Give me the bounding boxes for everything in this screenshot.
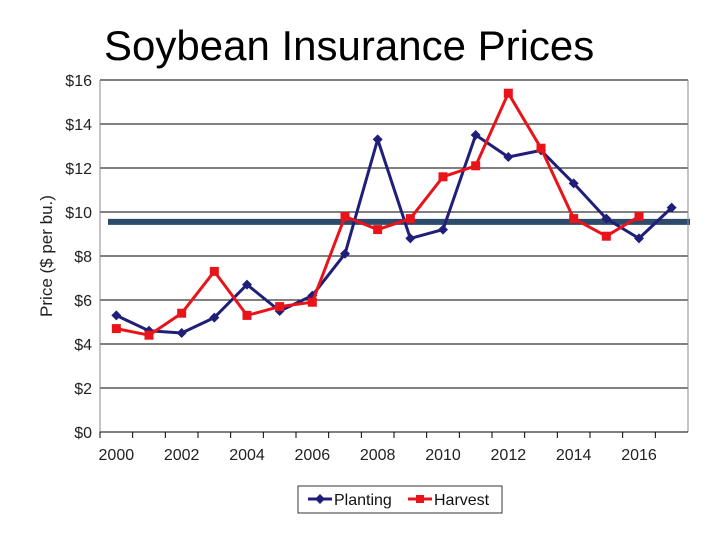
harvest-point xyxy=(340,211,350,221)
planting-point xyxy=(666,202,677,213)
harvest-point xyxy=(601,231,611,241)
x-tick-label: 2002 xyxy=(164,447,200,464)
legend-planting-label: Planting xyxy=(334,492,392,509)
legend-harvest-label: Harvest xyxy=(434,492,490,509)
x-tick-label: 2000 xyxy=(99,447,135,464)
harvest-series xyxy=(111,88,644,340)
planting-point xyxy=(176,328,187,338)
planting-point xyxy=(405,233,416,244)
y-tick-label: $10 xyxy=(65,205,92,222)
grid-lines xyxy=(100,79,688,433)
harvest-point xyxy=(144,330,154,340)
planting-point xyxy=(242,279,252,290)
x-tick-label: 2016 xyxy=(621,447,657,464)
harvest-point xyxy=(438,172,448,182)
harvest-point xyxy=(471,161,481,171)
legend-planting-marker xyxy=(315,494,325,504)
harvest-point xyxy=(373,225,383,235)
planting-point xyxy=(568,178,579,189)
axes xyxy=(99,80,689,438)
legend: Planting Harvest xyxy=(297,485,503,514)
harvest-point xyxy=(111,324,121,334)
x-tick-label: 2006 xyxy=(295,447,331,464)
planting-point xyxy=(209,312,220,323)
y-tick-label: $14 xyxy=(65,117,92,134)
harvest-line xyxy=(116,91,640,337)
harvest-point xyxy=(405,214,415,224)
page-title: Soybean Insurance Prices xyxy=(104,22,595,69)
planting-line xyxy=(115,133,673,335)
planting-point xyxy=(503,152,514,162)
y-tick-label: $4 xyxy=(74,337,92,354)
x-tick-label: 2014 xyxy=(556,447,592,464)
harvest-point xyxy=(634,211,644,221)
planting-point xyxy=(372,134,383,145)
x-tick-label: 2012 xyxy=(491,447,527,464)
planting-point xyxy=(340,248,350,259)
harvest-point xyxy=(569,214,579,224)
harvest-point xyxy=(209,266,219,276)
planting-series xyxy=(111,130,677,338)
y-tick-label: $0 xyxy=(74,425,92,442)
planting-point xyxy=(634,233,644,244)
series-layer xyxy=(111,88,677,340)
tick-labels: $0 $2 $4 $6 $8 $10 $12 $14 $16 2000 2002 2004 2006 20… xyxy=(65,73,657,464)
y-axis-title: Price ($ per bu.) xyxy=(37,195,56,317)
x-tick-label: 2010 xyxy=(425,447,461,464)
harvest-point xyxy=(242,310,252,320)
planting-point xyxy=(601,213,612,224)
x-tick-label: 2008 xyxy=(360,447,396,464)
x-tick-label: 2004 xyxy=(229,447,265,464)
planting-point xyxy=(111,310,122,321)
harvest-point xyxy=(275,302,285,312)
y-tick-label: $8 xyxy=(74,249,92,266)
y-tick-label: $16 xyxy=(65,73,92,90)
harvest-point xyxy=(536,143,546,153)
planting-point xyxy=(470,130,481,140)
y-tick-label: $2 xyxy=(74,381,92,398)
harvest-point xyxy=(177,308,187,318)
harvest-point xyxy=(307,297,317,307)
planting-point xyxy=(438,224,448,235)
y-tick-label: $6 xyxy=(74,293,92,310)
legend-harvest-marker xyxy=(416,495,424,503)
harvest-point xyxy=(503,88,513,98)
y-tick-label: $12 xyxy=(65,161,92,178)
